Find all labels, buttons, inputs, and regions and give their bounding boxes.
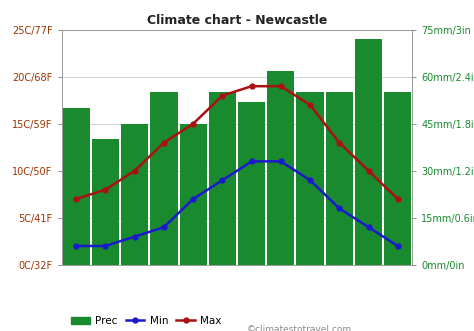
Bar	[209, 92, 236, 265]
Bar	[121, 124, 148, 265]
Bar	[267, 71, 294, 265]
Bar	[384, 92, 411, 265]
Title: Climate chart - Newcastle: Climate chart - Newcastle	[147, 14, 327, 27]
Legend: Prec, Min, Max: Prec, Min, Max	[67, 312, 226, 330]
Bar	[238, 102, 265, 265]
Bar	[355, 39, 382, 265]
Bar	[326, 92, 353, 265]
Bar	[150, 92, 178, 265]
Text: ©climatestotravel.com: ©climatestotravel.com	[246, 325, 352, 331]
Bar	[63, 108, 90, 265]
Bar	[296, 92, 324, 265]
Bar	[92, 139, 119, 265]
Bar	[180, 124, 207, 265]
